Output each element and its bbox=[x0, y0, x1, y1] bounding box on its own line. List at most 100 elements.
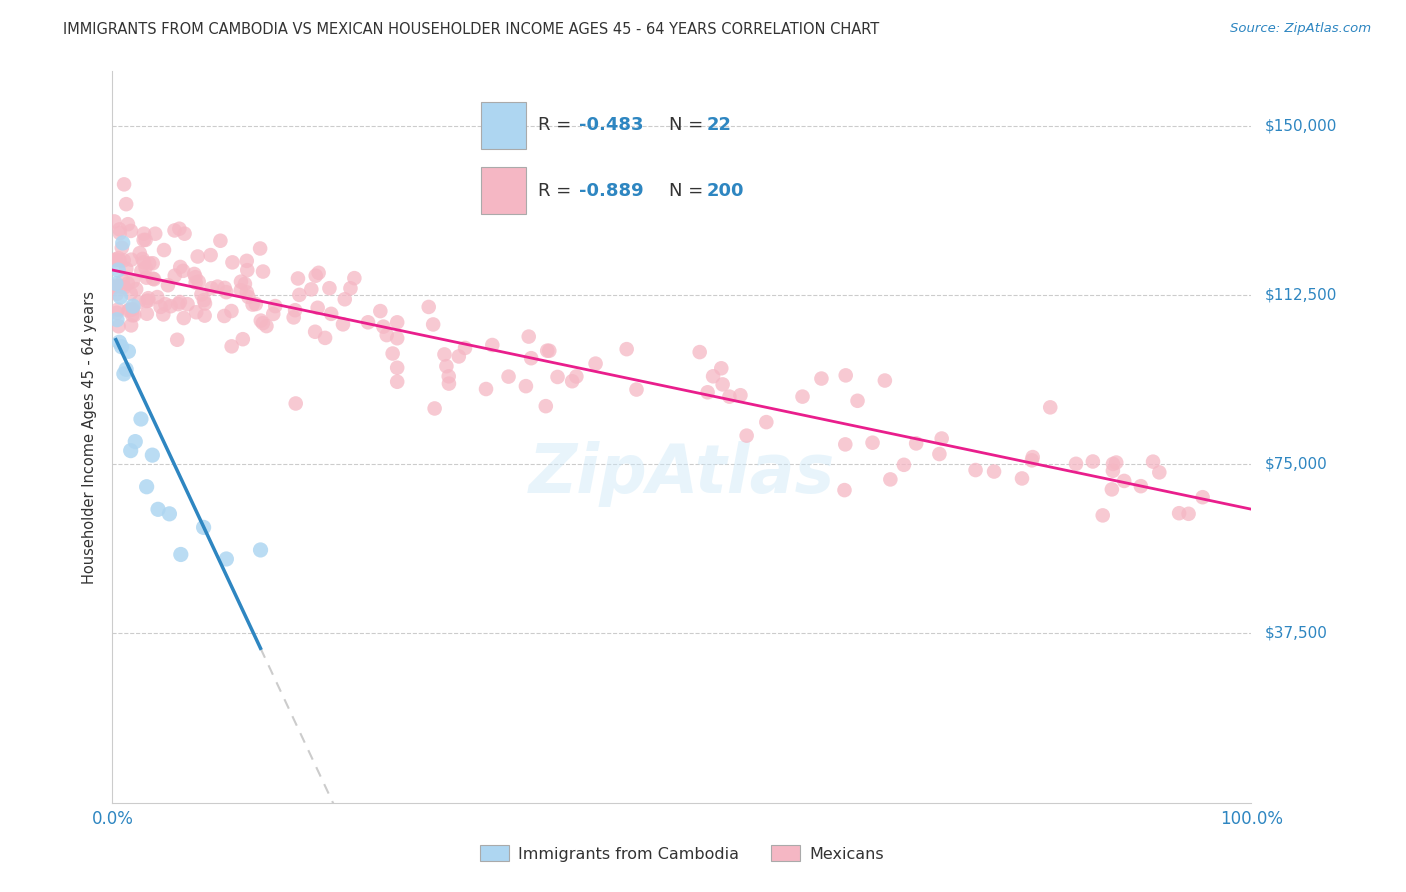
Point bbox=[112, 367, 135, 381]
Point bbox=[447, 350, 470, 364]
Point bbox=[252, 264, 274, 278]
Text: $150,000: $150,000 bbox=[1265, 118, 1337, 133]
Point bbox=[1142, 455, 1164, 469]
Point bbox=[928, 447, 950, 461]
Point bbox=[169, 260, 191, 274]
Point bbox=[835, 368, 858, 383]
Point bbox=[1091, 508, 1114, 523]
Point bbox=[173, 227, 195, 241]
Point bbox=[735, 428, 758, 442]
Point bbox=[194, 309, 217, 323]
Point bbox=[112, 280, 135, 294]
Point bbox=[385, 331, 409, 345]
Point bbox=[1081, 454, 1104, 468]
Point bbox=[143, 272, 166, 286]
Point bbox=[110, 279, 132, 293]
Point bbox=[104, 277, 127, 291]
Point bbox=[534, 399, 557, 413]
Point bbox=[538, 343, 561, 358]
Point bbox=[245, 297, 267, 311]
Point bbox=[111, 235, 134, 250]
Point bbox=[229, 275, 252, 289]
Point bbox=[437, 376, 460, 391]
Point bbox=[115, 197, 138, 211]
Point bbox=[873, 374, 896, 388]
Point bbox=[249, 313, 271, 327]
Point bbox=[173, 311, 195, 326]
Point bbox=[135, 270, 157, 285]
Point bbox=[305, 268, 328, 283]
Y-axis label: Householder Income Ages 45 - 64 years: Householder Income Ages 45 - 64 years bbox=[82, 291, 97, 583]
Point bbox=[481, 338, 503, 352]
Point bbox=[755, 415, 778, 429]
Point bbox=[696, 385, 718, 400]
Point bbox=[718, 390, 741, 404]
Point bbox=[200, 248, 222, 262]
Point bbox=[104, 253, 127, 268]
Point bbox=[141, 448, 163, 462]
Point bbox=[215, 285, 238, 300]
Point bbox=[284, 303, 307, 318]
Point bbox=[238, 290, 260, 304]
Point bbox=[262, 307, 284, 321]
Point bbox=[115, 261, 138, 276]
Point bbox=[810, 371, 832, 385]
Point bbox=[105, 287, 128, 301]
Point bbox=[135, 233, 157, 247]
Point bbox=[287, 271, 309, 285]
Point bbox=[169, 295, 191, 310]
Point bbox=[103, 214, 125, 228]
Point bbox=[149, 300, 172, 314]
Point bbox=[221, 339, 243, 353]
Point bbox=[135, 293, 157, 308]
Point bbox=[169, 221, 191, 235]
Point bbox=[156, 278, 179, 293]
Point bbox=[585, 357, 607, 371]
Point bbox=[193, 520, 215, 534]
Point bbox=[256, 319, 278, 334]
Point bbox=[117, 344, 139, 359]
Point bbox=[308, 266, 330, 280]
Point bbox=[423, 401, 446, 416]
Point bbox=[104, 278, 127, 293]
Point bbox=[536, 343, 558, 358]
Point bbox=[110, 340, 132, 354]
Point bbox=[163, 223, 186, 237]
Point bbox=[183, 267, 205, 281]
Point bbox=[304, 325, 326, 339]
Point bbox=[249, 543, 271, 558]
Point bbox=[385, 375, 409, 389]
Point bbox=[135, 307, 157, 321]
Point bbox=[122, 299, 145, 313]
Point bbox=[117, 217, 139, 231]
Point bbox=[200, 281, 222, 295]
Point bbox=[194, 296, 217, 310]
Point bbox=[370, 304, 392, 318]
Point bbox=[264, 299, 287, 313]
Point bbox=[121, 302, 143, 317]
Point bbox=[159, 299, 181, 313]
Point bbox=[122, 308, 145, 322]
Point bbox=[120, 252, 142, 267]
Point bbox=[385, 360, 409, 375]
Point bbox=[159, 507, 180, 521]
Point bbox=[107, 302, 129, 317]
Point bbox=[381, 346, 404, 360]
Point bbox=[135, 480, 157, 494]
Point bbox=[1039, 401, 1062, 415]
Point bbox=[132, 227, 155, 241]
Point bbox=[792, 390, 814, 404]
Point bbox=[221, 255, 243, 269]
Point bbox=[333, 293, 356, 307]
Point bbox=[385, 315, 409, 329]
Point bbox=[115, 362, 138, 376]
Point bbox=[1101, 483, 1123, 497]
Point bbox=[965, 463, 987, 477]
Point bbox=[422, 318, 444, 332]
Point bbox=[105, 306, 128, 320]
Text: IMMIGRANTS FROM CAMBODIA VS MEXICAN HOUSEHOLDER INCOME AGES 45 - 64 YEARS CORREL: IMMIGRANTS FROM CAMBODIA VS MEXICAN HOUS… bbox=[63, 22, 880, 37]
Point bbox=[517, 329, 540, 343]
Point bbox=[170, 548, 193, 562]
Point bbox=[117, 303, 139, 318]
Point bbox=[142, 271, 165, 285]
